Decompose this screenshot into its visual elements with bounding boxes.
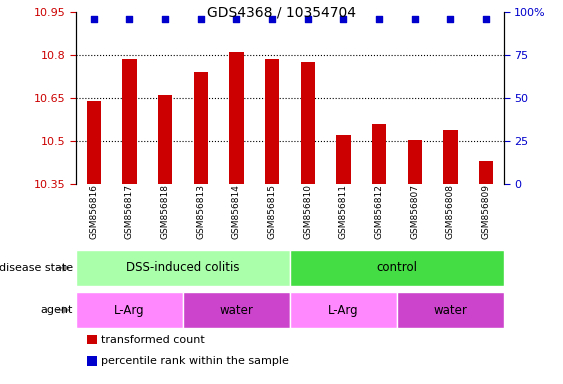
Bar — [76, 250, 290, 286]
Point — [267, 16, 276, 22]
Bar — [290, 250, 504, 286]
Text: transformed count: transformed count — [101, 335, 204, 345]
Bar — [229, 52, 244, 184]
Bar — [336, 136, 351, 184]
Bar — [76, 292, 183, 328]
Bar — [443, 130, 458, 184]
Text: GSM856808: GSM856808 — [446, 184, 455, 239]
Text: GSM856809: GSM856809 — [481, 184, 490, 239]
Text: GSM856818: GSM856818 — [160, 184, 169, 239]
Text: GSM856812: GSM856812 — [374, 184, 383, 239]
Text: DSS-induced colitis: DSS-induced colitis — [126, 262, 240, 274]
Text: GDS4368 / 10354704: GDS4368 / 10354704 — [207, 6, 356, 20]
Point — [410, 16, 419, 22]
Bar — [408, 140, 422, 184]
Point — [90, 16, 99, 22]
Point — [339, 16, 348, 22]
Point — [125, 16, 134, 22]
Point — [232, 16, 241, 22]
Text: GSM856817: GSM856817 — [125, 184, 134, 239]
Text: agent: agent — [41, 305, 73, 315]
Bar — [87, 101, 101, 184]
Text: GSM856814: GSM856814 — [232, 184, 241, 239]
Bar — [479, 161, 493, 184]
Point — [160, 16, 169, 22]
Point — [446, 16, 455, 22]
Point — [303, 16, 312, 22]
Bar — [265, 59, 279, 184]
Bar — [290, 292, 397, 328]
Text: percentile rank within the sample: percentile rank within the sample — [101, 356, 289, 366]
Text: water: water — [434, 304, 467, 316]
Point — [374, 16, 383, 22]
Text: GSM856807: GSM856807 — [410, 184, 419, 239]
Text: water: water — [220, 304, 253, 316]
Text: GSM856811: GSM856811 — [339, 184, 348, 239]
Bar — [194, 72, 208, 184]
Bar — [122, 59, 137, 184]
Bar — [372, 124, 386, 184]
Bar — [301, 62, 315, 184]
Text: control: control — [377, 262, 417, 274]
Text: L-Arg: L-Arg — [328, 304, 359, 316]
Text: L-Arg: L-Arg — [114, 304, 145, 316]
Point — [196, 16, 205, 22]
Bar — [183, 292, 290, 328]
Text: GSM856810: GSM856810 — [303, 184, 312, 239]
Text: GSM856815: GSM856815 — [267, 184, 276, 239]
Text: GSM856813: GSM856813 — [196, 184, 205, 239]
Bar — [158, 95, 172, 184]
Text: GSM856816: GSM856816 — [90, 184, 99, 239]
Bar — [397, 292, 504, 328]
Text: disease state: disease state — [0, 263, 73, 273]
Point — [481, 16, 490, 22]
